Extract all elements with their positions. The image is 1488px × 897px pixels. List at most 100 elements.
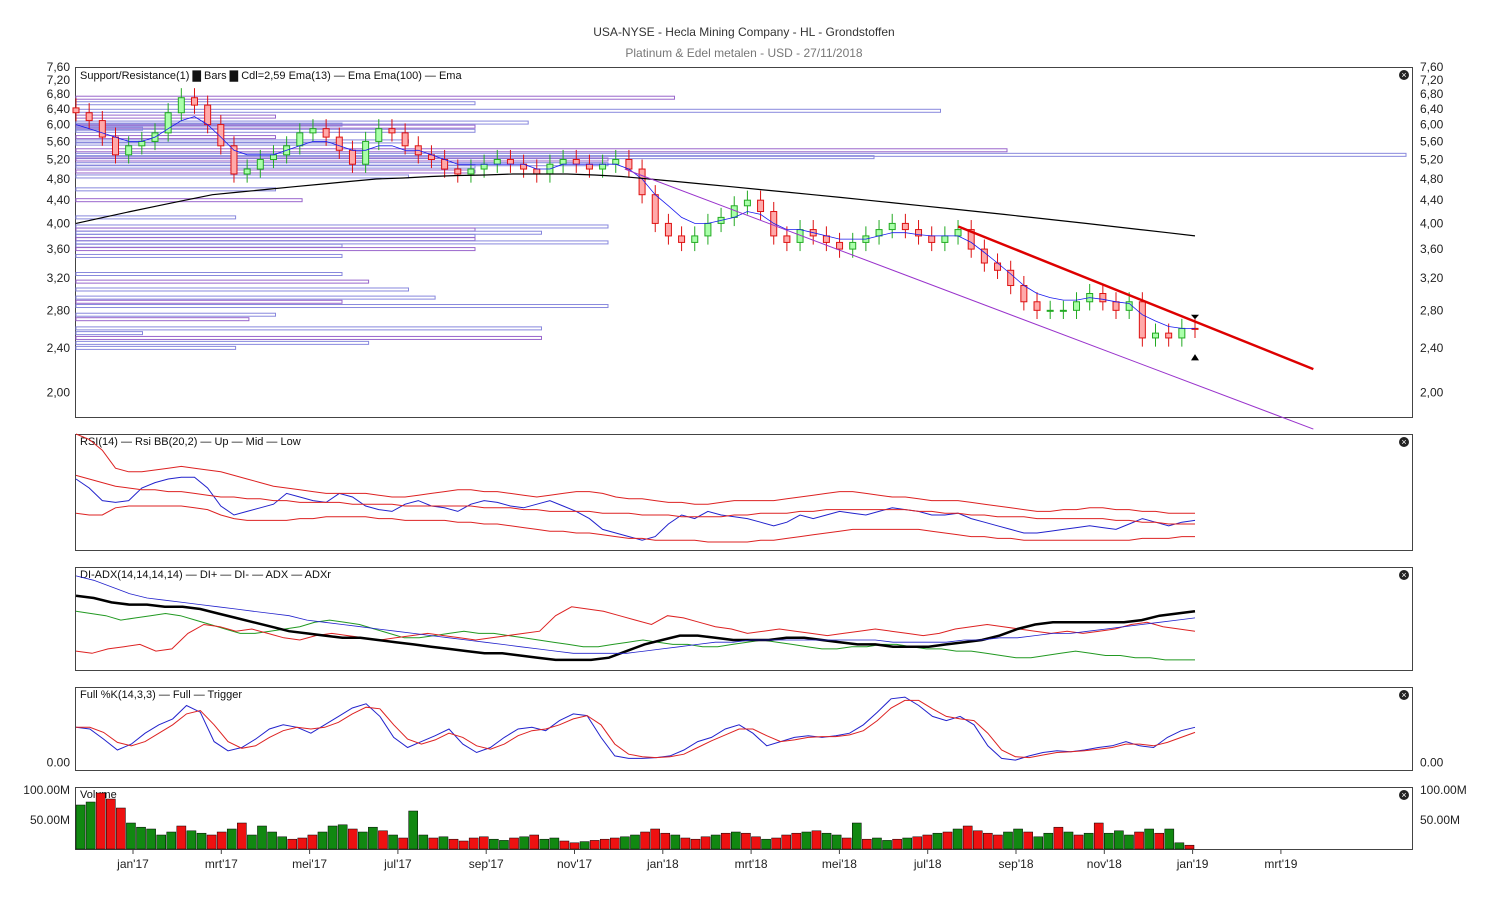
volume-bar — [1073, 834, 1084, 850]
volume-bar — [1104, 832, 1114, 850]
volume-bar — [478, 836, 489, 850]
candle-body — [915, 229, 923, 237]
volume-bar — [116, 807, 126, 850]
volume-bar — [327, 825, 338, 850]
sr-band — [75, 326, 542, 331]
volume-axis-right-tick: 50.00M — [1420, 813, 1460, 827]
candle-body — [638, 168, 646, 196]
candle-body — [1073, 301, 1081, 311]
volume-bar — [277, 836, 287, 850]
x-axis-label: jan'19 — [1176, 857, 1209, 871]
candle-body — [1152, 332, 1160, 339]
resistance-trendline — [957, 225, 1314, 371]
sr-band — [75, 299, 343, 304]
close-icon[interactable]: × — [1399, 70, 1409, 80]
volume-bar — [781, 834, 792, 850]
price-axis-right-tick: 2,00 — [1420, 385, 1444, 399]
rsi-series-line — [75, 433, 1195, 514]
candle-body — [480, 163, 488, 170]
volume-bar — [872, 837, 882, 850]
x-axis-label: sep'18 — [999, 857, 1034, 871]
sr-band — [75, 215, 237, 220]
candle-body — [269, 154, 277, 160]
volume-bar — [942, 831, 953, 850]
volume-bar — [882, 840, 892, 850]
candle-body — [1046, 309, 1054, 312]
volume-bar — [1053, 826, 1064, 850]
close-icon[interactable]: × — [1399, 790, 1409, 800]
rsi-panel[interactable]: RSI(14) — Rsi BB(20,2) — Up — Mid — Low … — [75, 434, 1413, 551]
volume-bar — [972, 830, 983, 850]
stoch-series-line — [75, 696, 1196, 761]
price-axis-right-tick: 7,20 — [1420, 73, 1444, 87]
sr-band — [75, 174, 409, 179]
candle-body — [757, 199, 765, 213]
volume-bar — [499, 840, 509, 850]
candle-body — [612, 158, 620, 165]
candle-body — [493, 158, 501, 165]
volume-bar — [993, 834, 1003, 850]
volume-axis-left-tick: 100.00M — [23, 783, 70, 797]
volume-bar — [589, 840, 600, 850]
volume-bar — [660, 832, 671, 850]
price-axis-right-tick: 7,60 — [1420, 60, 1444, 74]
volume-bar — [75, 804, 86, 850]
volume-bar — [418, 834, 429, 850]
candle-body — [72, 107, 80, 114]
volume-bar — [579, 841, 590, 850]
close-icon[interactable]: × — [1399, 437, 1409, 447]
sr-band — [75, 230, 542, 235]
candle-body — [243, 168, 251, 175]
sr-band — [75, 148, 1008, 153]
candle-body — [704, 222, 712, 237]
volume-bar — [317, 831, 328, 850]
volume-bar — [983, 832, 993, 850]
volume-bar — [599, 838, 610, 850]
candle-body — [691, 235, 699, 243]
x-axis-label: mrt'19 — [1264, 857, 1297, 871]
volume-bar — [851, 822, 862, 850]
candle-body — [296, 132, 304, 147]
sr-band — [75, 198, 303, 203]
price-axis-right-tick: 6,40 — [1420, 102, 1444, 116]
candle-body — [1020, 285, 1028, 303]
volume-bar — [751, 836, 761, 850]
x-axis-label: jan'17 — [116, 857, 149, 871]
x-axis-label: nov'18 — [1087, 857, 1122, 871]
volume-bar — [1144, 828, 1154, 850]
candle-body — [506, 158, 514, 165]
candle-body — [204, 104, 212, 126]
volume-axis-right-tick: 100.00M — [1420, 783, 1467, 797]
volume-bar — [287, 838, 298, 850]
close-icon[interactable]: × — [1399, 570, 1409, 580]
candle-body — [1059, 309, 1067, 312]
volume-bar — [337, 824, 348, 850]
sr-band — [75, 128, 476, 133]
sr-band — [75, 101, 476, 106]
candle-body — [401, 132, 409, 147]
sr-band — [75, 126, 143, 131]
sr-band — [75, 155, 875, 160]
candle-body — [651, 194, 659, 224]
volume-bar — [468, 837, 479, 850]
volume-bar — [448, 838, 459, 850]
price-axis-right-tick: 4,40 — [1420, 193, 1444, 207]
volume-bar — [1023, 831, 1033, 850]
candle-body — [111, 136, 119, 156]
volume-bar — [1154, 832, 1165, 850]
x-axis-label: mrt'17 — [205, 857, 238, 871]
price-axis-left-tick: 7,60 — [47, 60, 71, 74]
adx-panel[interactable]: DI-ADX(14,14,14,14) — DI+ — DI- — ADX — … — [75, 567, 1413, 671]
volume-bar — [1063, 831, 1074, 850]
candle-body — [1178, 327, 1186, 339]
volume-bar — [821, 832, 832, 850]
price-axis-left-tick: 6,40 — [47, 102, 71, 116]
close-icon[interactable]: × — [1399, 690, 1409, 700]
price-legend: Support/Resistance(1) ▇ Bars ▇ Cdl=2,59 … — [80, 70, 462, 82]
candle-body — [599, 163, 607, 170]
volume-bar — [237, 822, 247, 850]
sr-band — [75, 287, 409, 292]
up-arrow-marker — [1191, 354, 1199, 361]
sr-band — [75, 224, 609, 229]
sr-band — [75, 95, 675, 100]
